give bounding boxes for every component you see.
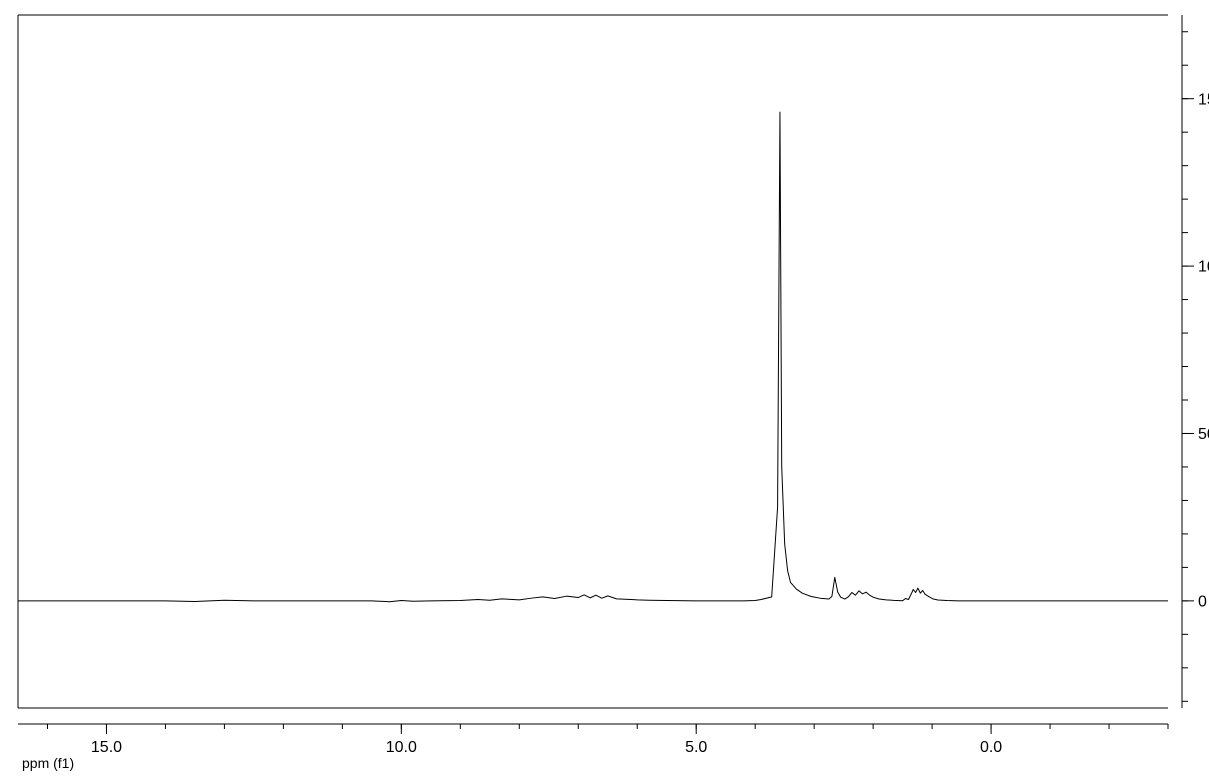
y-tick-label: 10000 xyxy=(1198,259,1209,276)
x-tick-label: 0.0 xyxy=(980,739,1002,756)
nmr-spectrum-chart: 15.0 10.0 5.0 0.0 ppm (f1) 0 5000 10000 15000 xyxy=(0,0,1209,783)
spectrum-svg: 15.0 10.0 5.0 0.0 ppm (f1) 0 5000 10000 15000 xyxy=(0,0,1209,783)
x-axis-label: ppm (f1) xyxy=(22,755,74,771)
y-tick-label: 15000 xyxy=(1198,91,1209,108)
x-tick-label: 10.0 xyxy=(386,739,417,756)
y-tick-label: 0 xyxy=(1198,593,1207,610)
x-tick-label: 15.0 xyxy=(91,739,122,756)
y-tick-label: 5000 xyxy=(1198,426,1209,443)
x-tick-label: 5.0 xyxy=(685,739,707,756)
